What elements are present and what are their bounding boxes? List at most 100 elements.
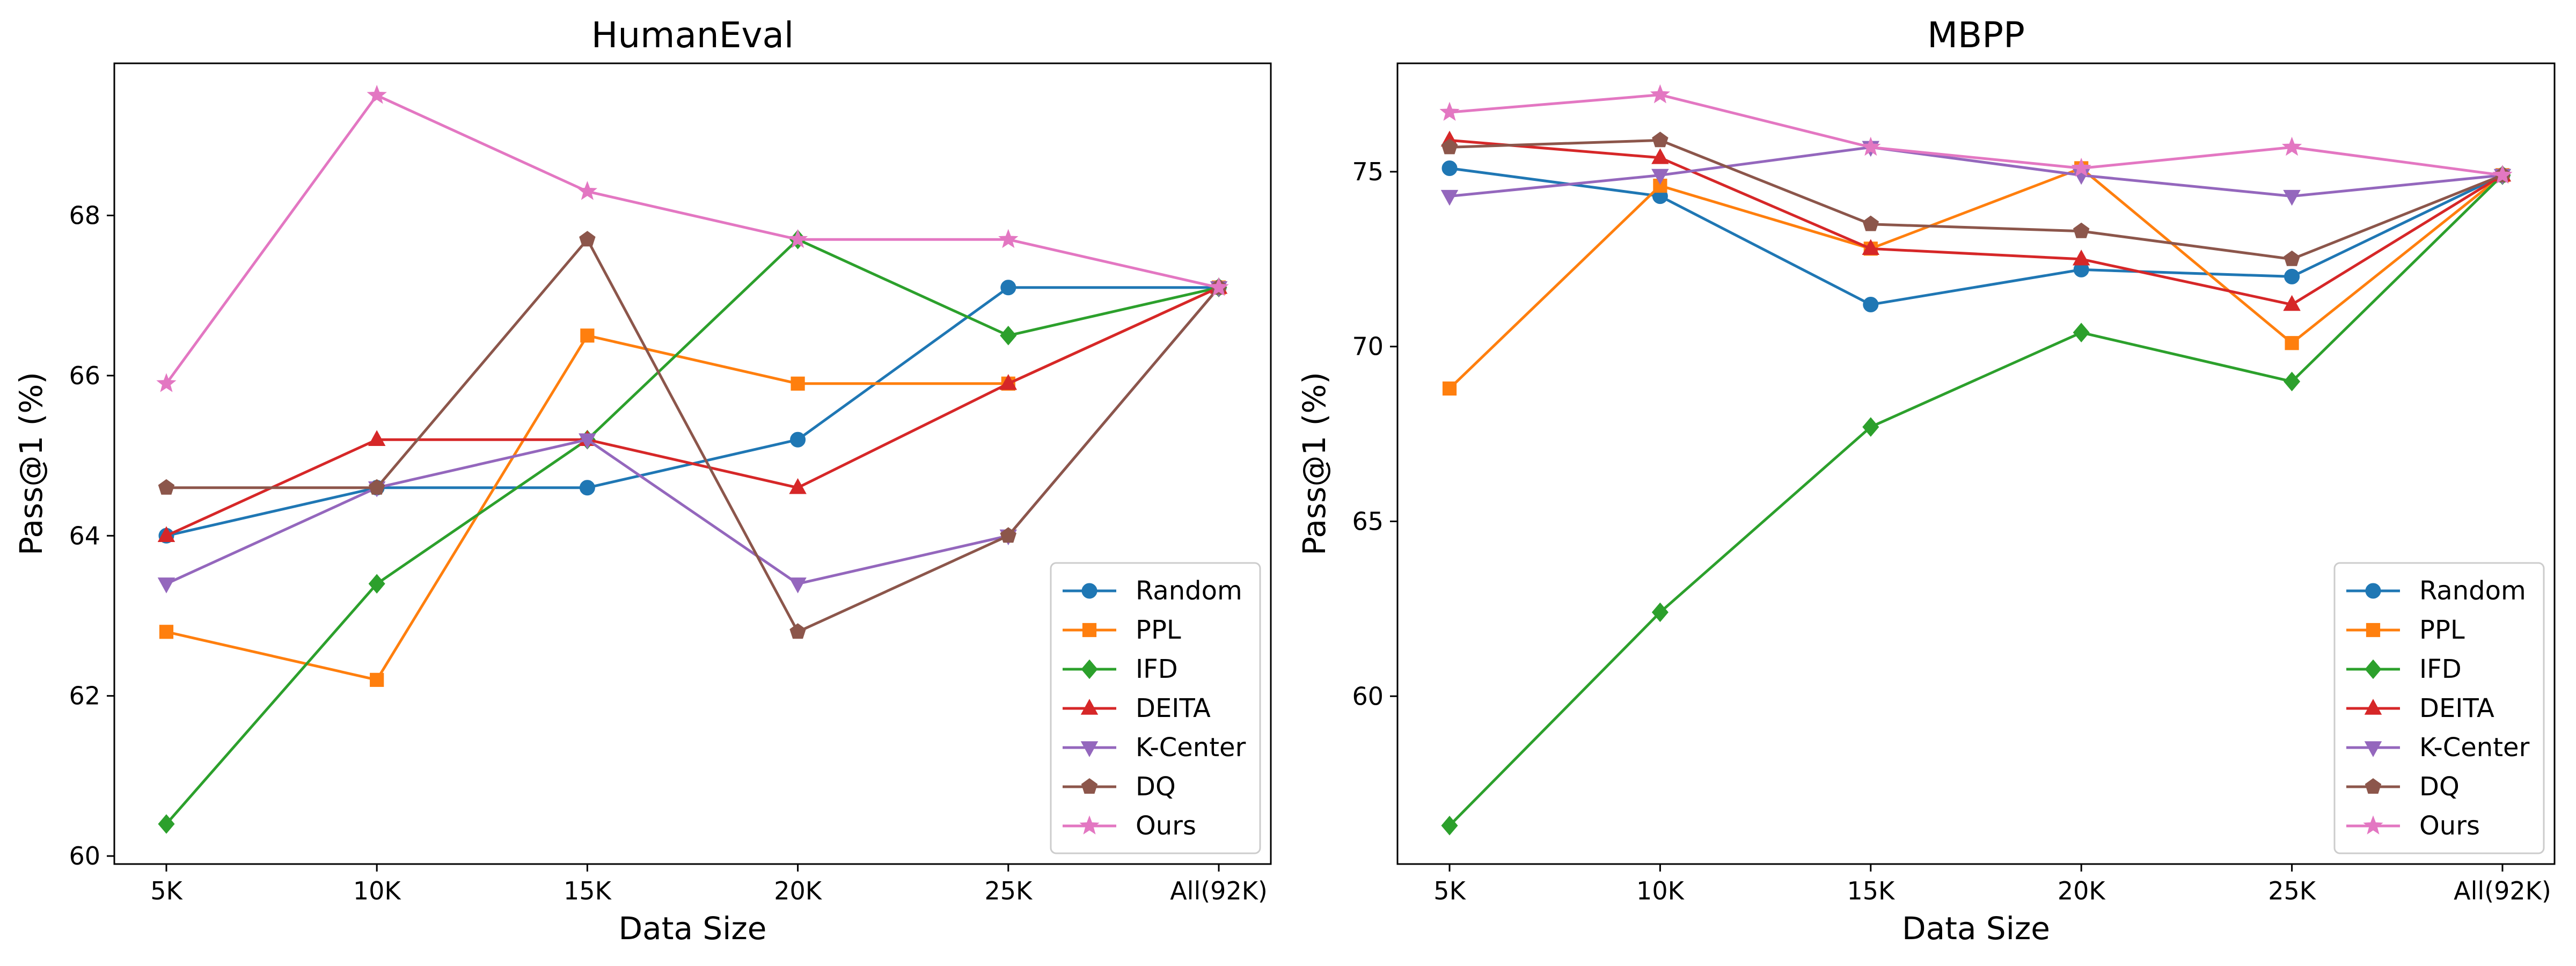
legend-label: K-Center — [1136, 733, 1246, 763]
series-ifd — [158, 229, 1227, 834]
x-tick-label: 5K — [150, 876, 183, 905]
legend-label: IFD — [1136, 654, 1178, 684]
legend-label: DEITA — [2419, 693, 2494, 723]
data-point-random — [1863, 297, 1879, 313]
legend-marker-random — [2365, 583, 2381, 599]
y-tick-label: 66 — [69, 361, 100, 390]
x-tick-label: All(92K) — [2454, 876, 2551, 905]
data-point-ppl — [2285, 336, 2299, 350]
x-tick-label: 15K — [564, 876, 612, 905]
legend-label: Ours — [1136, 811, 1196, 841]
x-tick-label: 15K — [1847, 876, 1896, 905]
plot-frame — [1396, 62, 2556, 865]
legend-label: DEITA — [1136, 693, 1211, 723]
data-point-k-center — [1651, 169, 1669, 185]
legend-marker-random — [1081, 583, 1097, 599]
data-point-k-center — [2283, 189, 2301, 206]
chart-panel-mbpp: MBPP 5K 10K 15K 20K 25K All(92K) 60 65 70 75 Data S… — [1296, 14, 2556, 947]
x-axis-label: Data Size — [619, 910, 767, 947]
data-point-random — [1000, 280, 1016, 296]
series-line-ours — [1449, 93, 2503, 177]
data-point-ifd — [158, 814, 175, 834]
legend-item-ifd: IFD — [2346, 654, 2462, 684]
y-tick-label: 62 — [69, 682, 100, 711]
legend-marker-ifd — [1081, 659, 1098, 679]
legend-label: Random — [2419, 576, 2526, 606]
series-line-random — [1449, 166, 2504, 306]
legend-label: PPL — [1136, 615, 1181, 645]
x-tick-label: 20K — [2058, 876, 2106, 905]
legend-item-ifd: IFD — [1063, 654, 1178, 684]
legend-marker-deita — [2364, 699, 2382, 715]
series-line-k-center — [1449, 145, 2503, 198]
legend-marker-deita — [1080, 699, 1099, 715]
series-dq — [1441, 131, 2511, 266]
data-point-deita — [1862, 239, 1880, 255]
y-tick-label: 64 — [69, 521, 100, 550]
data-point-dq — [368, 479, 385, 495]
data-point-ours — [1209, 277, 1229, 296]
data-point-dq — [1862, 215, 1879, 231]
series-dq — [158, 231, 1227, 639]
data-point-deita — [2283, 295, 2301, 311]
legend-item-deita: DEITA — [1063, 693, 1211, 723]
legend-item-ours: Ours — [1063, 811, 1196, 841]
x-tick-label: 25K — [984, 876, 1033, 905]
data-point-ours — [156, 373, 177, 392]
data-point-dq — [1652, 131, 1668, 148]
legend-item-random: Random — [2346, 576, 2526, 606]
data-point-deita — [1651, 148, 1669, 164]
y-axis-label: Pass@1 (%) — [1296, 372, 1333, 555]
x-axis-label: Data Size — [1902, 910, 2050, 947]
legend-item-dq: DQ — [2346, 772, 2460, 802]
data-point-ours — [1861, 136, 1881, 156]
series-line-dq — [1449, 138, 2503, 261]
legend-item-random: Random — [1063, 576, 1242, 606]
data-point-ifd — [2284, 371, 2301, 392]
legend: Random PPL IFD DEITA K-Center DQ Ours — [2333, 562, 2545, 854]
y-axis-label: Pass@1 (%) — [13, 372, 49, 555]
data-point-dq — [579, 231, 596, 247]
data-point-k-center — [789, 577, 807, 594]
data-point-deita — [368, 430, 386, 446]
x-tick-label: 5K — [1433, 876, 1466, 905]
data-point-random — [790, 431, 806, 448]
data-point-ours — [998, 229, 1019, 248]
data-point-ifd — [2073, 323, 2090, 342]
legend-item-ppl: PPL — [1063, 615, 1181, 645]
data-point-ifd — [368, 574, 385, 594]
legend-marker-dq — [1081, 778, 1098, 794]
chart-panel-humaneval: HumanEval 5K 10K 15K 20K 25K All(92K) 60 62 64 66 6… — [13, 14, 1272, 947]
data-point-deita — [157, 526, 175, 542]
x-tick-label: 10K — [353, 876, 402, 905]
data-point-k-center — [579, 433, 596, 450]
series-line-ifd — [1448, 174, 2504, 827]
data-point-ours — [577, 181, 598, 200]
legend-box — [2333, 562, 2545, 854]
data-point-dq — [789, 623, 806, 639]
data-point-random — [1441, 160, 1458, 176]
data-point-ppl — [580, 328, 595, 343]
series-k-center — [1440, 141, 2512, 206]
legend-label: IFD — [2419, 654, 2462, 684]
data-point-deita — [2072, 250, 2090, 266]
legend: Random PPL IFD DEITA K-Center DQ Ours — [1050, 562, 1261, 854]
y-tick-label: 75 — [1352, 157, 1384, 186]
legend-item-deita: DEITA — [2346, 693, 2494, 723]
y-tick-label: 65 — [1352, 507, 1384, 536]
plot-frame — [113, 62, 1272, 865]
data-point-dq — [2073, 222, 2090, 238]
legend-item-k-center: K-Center — [2346, 733, 2530, 763]
series-ours — [156, 85, 1229, 392]
series-line-ifd — [165, 238, 1219, 825]
data-point-ours — [2492, 164, 2513, 184]
legend-label: Random — [1136, 576, 1242, 606]
legend-item-dq: DQ — [1063, 772, 1176, 802]
legend-marker-ppl — [2366, 623, 2381, 638]
data-point-ppl — [1442, 381, 1457, 396]
data-point-ours — [2281, 136, 2302, 156]
series-ppl — [1442, 161, 2510, 396]
y-tick-label: 60 — [1352, 682, 1384, 711]
series-line-deita — [165, 286, 1220, 537]
